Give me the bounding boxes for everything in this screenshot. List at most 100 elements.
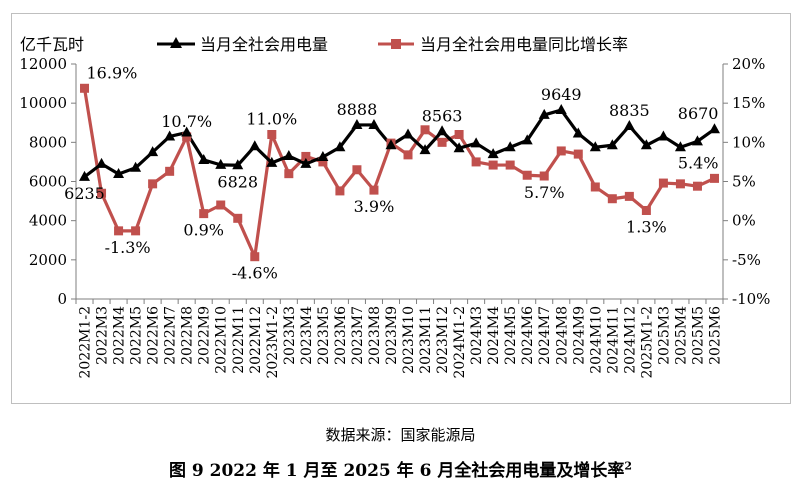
growth-point — [114, 226, 124, 236]
growth-point — [267, 130, 277, 139]
growth-point — [301, 151, 311, 161]
x-tick-label: 2024M4 — [486, 306, 502, 365]
source-note: 数据来源：国家能源局 — [325, 426, 476, 444]
consumption-point — [266, 156, 278, 167]
data-label: 0.9% — [183, 221, 224, 240]
data-label: -4.6% — [232, 264, 278, 283]
consumption-point — [521, 134, 533, 145]
consumption-point — [232, 159, 244, 170]
x-tick-label: 2022M3 — [95, 306, 111, 365]
data-label: 8888 — [337, 100, 378, 119]
x-tick-label: 2024M8 — [554, 306, 570, 365]
growth-point — [420, 125, 430, 135]
growth-point — [641, 205, 651, 215]
x-tick-label: 2023M5 — [316, 306, 332, 365]
x-tick-label: 2024M11 — [605, 306, 621, 374]
x-tick-label: 2024M3 — [469, 306, 485, 365]
x-tick-label: 2022M7 — [163, 306, 179, 365]
x-tick-label: 2022M12 — [248, 306, 264, 374]
consumption-point — [402, 128, 414, 139]
x-tick-label: 2022M4 — [112, 306, 128, 365]
growth-point — [573, 149, 583, 159]
legend-marker-square — [391, 39, 401, 49]
x-tick-label: 2022M10 — [214, 306, 230, 374]
consumption-point — [198, 153, 210, 164]
data-label: 16.9% — [87, 63, 138, 82]
growth-point — [539, 171, 549, 181]
x-tick-label: 2023M4 — [299, 306, 315, 365]
x-tick-label: 2023M11 — [418, 306, 434, 374]
growth-point — [318, 157, 328, 167]
caption-footnote: 2 — [624, 459, 633, 473]
growth-point — [131, 226, 141, 236]
consumption-point — [674, 141, 686, 152]
consumption-point — [538, 108, 550, 119]
left-tick-label: 8000 — [29, 133, 67, 151]
x-tick-label: 2022M5 — [129, 306, 145, 365]
legend-label-consumption: 当月全社会用电量 — [200, 35, 328, 54]
consumption-point — [555, 104, 567, 115]
data-label: 6235 — [64, 184, 105, 203]
left-tick-label: 6000 — [29, 173, 67, 191]
x-tick-label: 2022M11 — [231, 306, 247, 374]
growth-point — [624, 191, 634, 201]
growth-point — [216, 200, 226, 210]
consumption-point — [385, 139, 397, 150]
consumption-point — [691, 135, 703, 146]
consumption-point — [504, 141, 516, 152]
x-tick-label: 2023M9 — [384, 306, 400, 365]
consumption-point — [334, 141, 346, 152]
data-label: -1.3% — [105, 238, 151, 257]
x-tick-label: 2024M10 — [588, 306, 604, 374]
x-tick-label: 2025M3 — [656, 306, 672, 365]
data-label: 5.7% — [524, 183, 565, 202]
growth-point — [590, 182, 600, 192]
data-label: 9649 — [541, 85, 582, 104]
x-tick-label: 2024M6 — [520, 306, 536, 365]
data-label: 8563 — [422, 106, 463, 125]
consumption-point — [657, 130, 669, 141]
consumption-point — [640, 139, 652, 150]
left-tick-label: 2000 — [29, 251, 67, 269]
electricity-chart: 0 2000 4000 6000 8000 10000 12000 -10% -5% 0% 5% 10… — [19, 35, 770, 379]
growth-point — [658, 178, 668, 188]
data-label: 8670 — [678, 104, 719, 123]
data-label: 6828 — [217, 172, 258, 191]
data-label: 1.3% — [626, 217, 667, 236]
x-tick-label: 2022M9 — [197, 306, 213, 365]
growth-point — [437, 137, 447, 147]
consumption-point — [453, 142, 465, 153]
growth-point — [454, 130, 464, 139]
consumption-point — [606, 139, 618, 150]
right-tick-label: 5% — [732, 173, 756, 191]
consumption-point — [317, 151, 329, 162]
x-tick-label: 2023M8 — [367, 306, 383, 365]
right-tick-label: -5% — [732, 251, 761, 269]
x-tick-label: 2024M1-2 — [452, 306, 468, 379]
growth-point — [709, 173, 719, 183]
growth-point — [182, 132, 192, 142]
data-label: 3.9% — [354, 197, 395, 216]
growth-point — [471, 157, 481, 167]
consumption-point — [249, 140, 261, 151]
consumption-point — [351, 118, 363, 129]
x-tick-label: 2025M4 — [673, 306, 689, 365]
right-tick-label: 20% — [732, 55, 765, 73]
right-tick-label: 0% — [732, 212, 756, 230]
consumption-point — [436, 125, 448, 136]
x-tick-label: 2024M9 — [571, 306, 587, 365]
growth-point — [675, 179, 685, 189]
growth-point — [352, 165, 362, 175]
consumption-point — [572, 127, 584, 138]
data-label: 5.4% — [678, 153, 719, 172]
x-tick-label: 2023M12 — [435, 306, 451, 374]
right-tick-label: -10% — [732, 290, 770, 308]
growth-point — [148, 179, 158, 189]
x-tick-label: 2025M5 — [690, 306, 706, 365]
growth-point — [607, 194, 617, 204]
growth-point — [488, 160, 498, 170]
data-label: 11.0% — [246, 110, 297, 129]
consumption-point — [113, 168, 125, 179]
left-tick-label: 4000 — [29, 212, 67, 230]
consumption-point — [96, 157, 108, 168]
